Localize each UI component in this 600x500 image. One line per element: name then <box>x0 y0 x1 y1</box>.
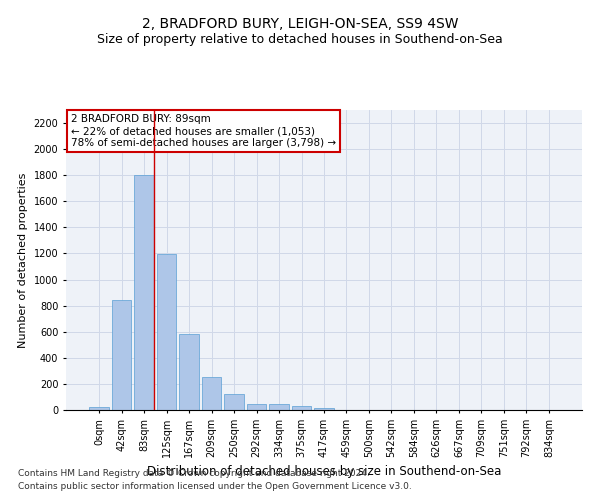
Text: Size of property relative to detached houses in Southend-on-Sea: Size of property relative to detached ho… <box>97 32 503 46</box>
Bar <box>134 175 154 410</box>
Bar <box>247 404 266 410</box>
Bar <box>112 300 131 410</box>
Text: 2, BRADFORD BURY, LEIGH-ON-SEA, SS9 4SW: 2, BRADFORD BURY, LEIGH-ON-SEA, SS9 4SW <box>142 18 458 32</box>
Bar <box>202 376 221 410</box>
X-axis label: Distribution of detached houses by size in Southend-on-Sea: Distribution of detached houses by size … <box>147 466 501 478</box>
Text: Contains public sector information licensed under the Open Government Licence v3: Contains public sector information licen… <box>18 482 412 491</box>
Bar <box>179 334 199 410</box>
Bar <box>269 404 289 410</box>
Bar <box>314 408 334 410</box>
Text: 2 BRADFORD BURY: 89sqm
← 22% of detached houses are smaller (1,053)
78% of semi-: 2 BRADFORD BURY: 89sqm ← 22% of detached… <box>71 114 336 148</box>
Bar <box>292 406 311 410</box>
Bar <box>157 254 176 410</box>
Text: Contains HM Land Registry data © Crown copyright and database right 2024.: Contains HM Land Registry data © Crown c… <box>18 468 370 477</box>
Y-axis label: Number of detached properties: Number of detached properties <box>18 172 28 348</box>
Bar <box>224 394 244 410</box>
Bar <box>89 406 109 410</box>
